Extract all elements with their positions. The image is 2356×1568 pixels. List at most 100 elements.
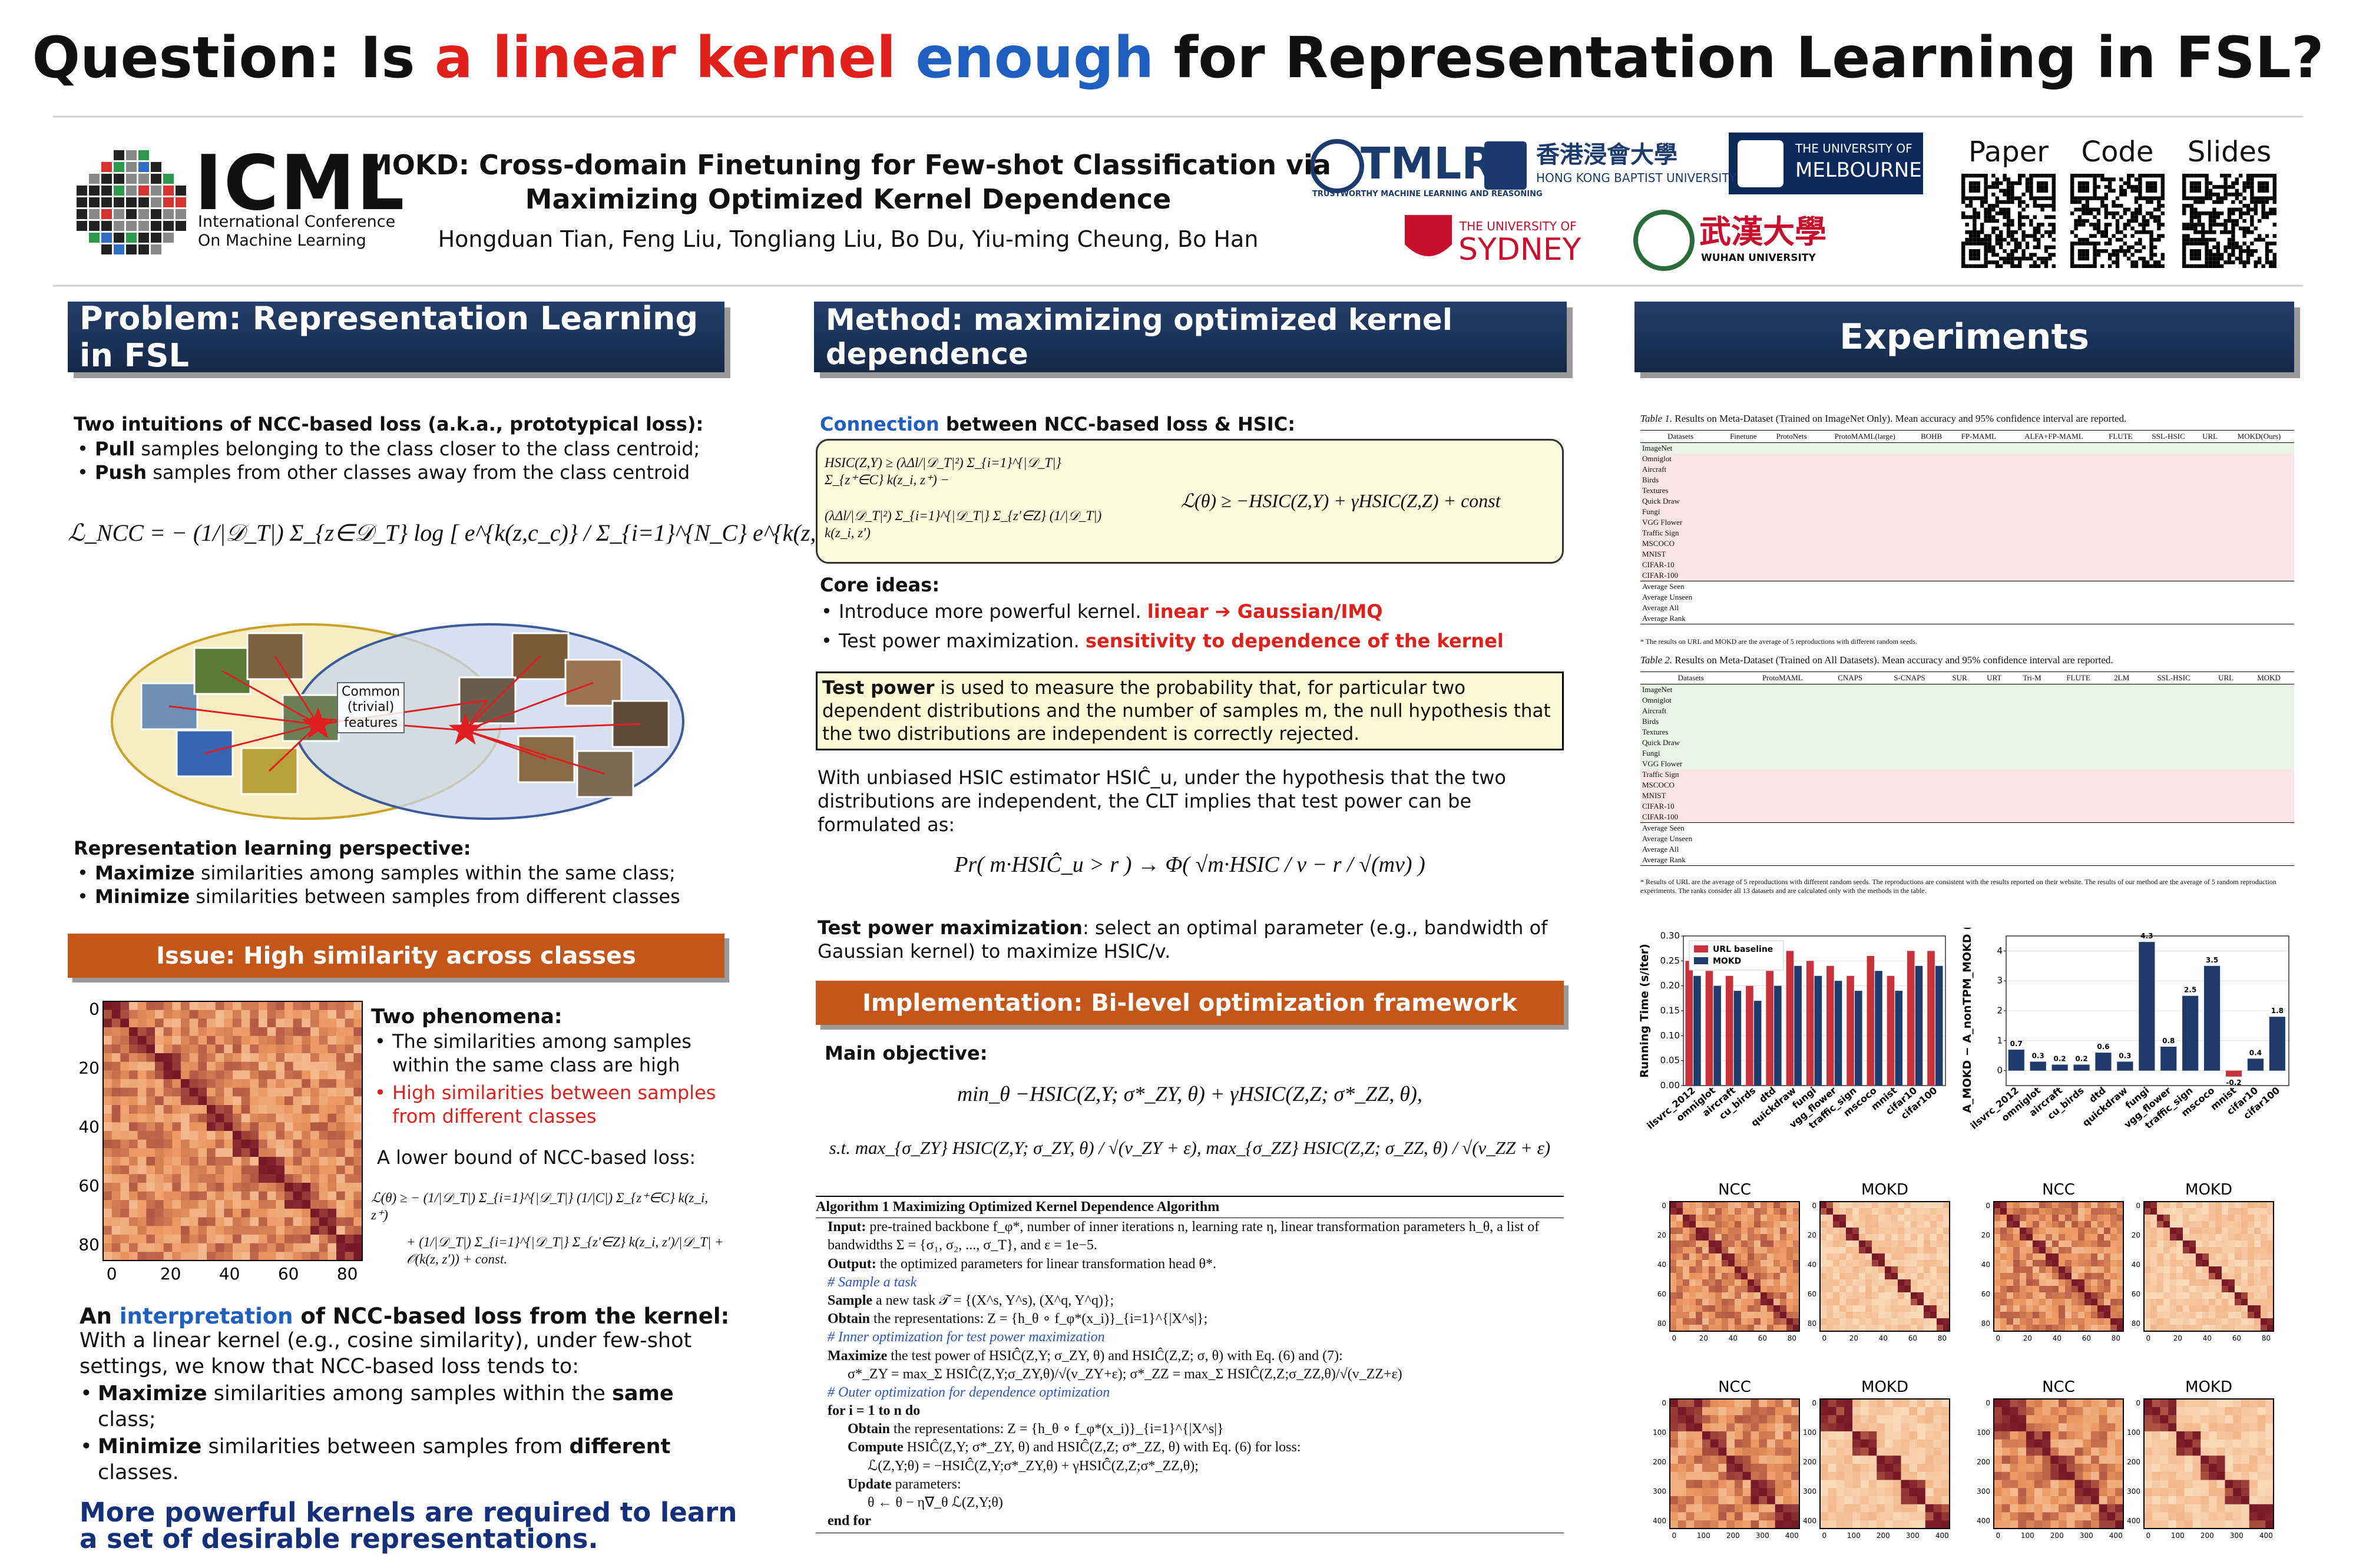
heatmap-cell xyxy=(146,1235,155,1244)
qr-cell xyxy=(2130,211,2135,216)
qr-cell xyxy=(2212,211,2216,216)
heatmap-cell xyxy=(2018,1464,2027,1473)
heatmap-cell xyxy=(215,1183,224,1192)
heatmap-cell xyxy=(276,1018,285,1028)
heatmap-cell xyxy=(189,1070,198,1080)
heatmap-cell xyxy=(2042,1520,2051,1529)
heatmap-cell xyxy=(146,1053,155,1063)
heatmap-cell xyxy=(1994,1234,2001,1241)
heatmap-cell xyxy=(241,1226,250,1235)
heatmap-cell xyxy=(1846,1292,1853,1299)
heatmap-cell xyxy=(120,1209,130,1218)
heatmap-cell xyxy=(1852,1240,1859,1248)
text: An xyxy=(80,1304,120,1329)
heatmap-cell xyxy=(2066,1504,2075,1513)
heatmap-cell xyxy=(1852,1407,1861,1415)
heatmap-cell xyxy=(2083,1480,2092,1488)
qr-cell xyxy=(2149,264,2153,268)
table-cell xyxy=(2141,496,2196,507)
heatmap-cell xyxy=(1670,1266,1677,1273)
qr-cell xyxy=(2258,185,2262,189)
heatmap-cell xyxy=(2209,1423,2218,1432)
heatmap-cell xyxy=(2099,1431,2107,1440)
heatmap-cell xyxy=(2216,1455,2225,1464)
qr-cell xyxy=(1995,253,1999,257)
text: samples belonging to the class closer to… xyxy=(135,438,700,460)
heatmap-cell xyxy=(198,1183,207,1192)
heatmap-cell xyxy=(198,1235,207,1244)
heatmap-cell xyxy=(1676,1266,1683,1273)
heatmap-cell xyxy=(1709,1234,1716,1241)
heatmap-cell xyxy=(2059,1439,2067,1448)
heatmap-cell xyxy=(1696,1273,1703,1280)
heatmap-cell xyxy=(2196,1286,2203,1293)
qr-cell xyxy=(2010,260,2014,264)
heatmap-cell xyxy=(267,1087,276,1097)
heatmap-cell xyxy=(1709,1305,1716,1312)
heatmap-cell xyxy=(233,1183,242,1192)
qr-cell xyxy=(2025,185,2030,189)
heatmap-cell xyxy=(2235,1279,2242,1286)
heatmap-cell xyxy=(2248,1305,2255,1312)
heatmap-cell xyxy=(129,1252,138,1261)
heatmap-cell xyxy=(2209,1415,2218,1424)
heatmap-cell xyxy=(2026,1215,2033,1222)
heatmap-cell xyxy=(137,1122,147,1132)
heatmap-cell xyxy=(189,1018,198,1028)
heatmap-cell xyxy=(120,1148,130,1157)
heatmap-cell xyxy=(1767,1512,1776,1521)
heatmap-cell xyxy=(1683,1318,1690,1325)
heatmap-cell xyxy=(1767,1234,1774,1241)
heatmap-cell xyxy=(276,1217,285,1226)
heatmap-cell xyxy=(1686,1480,1695,1488)
heatmap-cell xyxy=(2201,1504,2209,1513)
qr-cell xyxy=(2250,174,2254,178)
qr-cell xyxy=(2193,215,2198,219)
table-cell xyxy=(1950,507,2008,517)
heatmap-cell xyxy=(2241,1439,2250,1448)
heatmap-cell xyxy=(163,1053,173,1063)
heatmap-cell xyxy=(111,1036,121,1045)
heatmap-cell xyxy=(1702,1247,1709,1254)
heatmap-cell xyxy=(103,1036,112,1045)
heatmap-cell xyxy=(1839,1202,1847,1209)
heatmap-cell xyxy=(336,1044,346,1054)
qr-cell xyxy=(2077,237,2082,242)
heatmap-cell xyxy=(1865,1240,1872,1248)
heatmap-cell xyxy=(2150,1240,2158,1248)
heatmap-cell xyxy=(111,1096,121,1106)
logo-emblem xyxy=(1633,210,1695,271)
heatmap-cell xyxy=(198,1217,207,1226)
qr-cell xyxy=(2193,256,2198,261)
heatmap-cell xyxy=(1885,1273,1892,1280)
heatmap-cell xyxy=(233,1217,242,1226)
qr-cell xyxy=(2070,230,2074,234)
heatmap-cell xyxy=(2222,1234,2229,1241)
qr-cell xyxy=(2077,185,2082,189)
qr-cell xyxy=(2096,242,2101,246)
heatmap-cell xyxy=(163,1157,173,1166)
heatmap-cell xyxy=(198,1036,207,1045)
x-tick-label: 80 xyxy=(337,1264,358,1283)
qr-cell xyxy=(1987,219,1992,223)
algorithm-line: Output: the optimized parameters for lin… xyxy=(816,1255,1564,1273)
qr-cell xyxy=(2258,256,2262,261)
table-cell xyxy=(1720,442,1766,454)
heatmap-cell xyxy=(1924,1215,1931,1222)
heatmap-cell xyxy=(1839,1299,1847,1306)
qr-cell xyxy=(2205,181,2209,186)
heatmap-cell xyxy=(1917,1407,1926,1415)
algorithm-line: ℒ(Z,Y;θ) = −HSIĈ(Z,Y;σ*_ZY,θ) + γHSIĈ(Z,… xyxy=(816,1457,1564,1476)
heatmap-cell xyxy=(111,1053,121,1063)
heatmap-cell xyxy=(155,1252,164,1261)
heatmap-cell xyxy=(1728,1312,1735,1319)
heatmap-cell xyxy=(120,1087,130,1097)
heatmap-cell xyxy=(1833,1318,1840,1325)
qr-cell xyxy=(1976,174,1980,178)
qr-cell xyxy=(1980,237,1984,242)
qr-cell xyxy=(2077,264,2082,268)
heatmap-cell xyxy=(2150,1234,2158,1241)
heatmap-cell xyxy=(1937,1305,1944,1312)
qr-cell xyxy=(2246,256,2251,261)
heatmap-cell xyxy=(241,1183,250,1192)
